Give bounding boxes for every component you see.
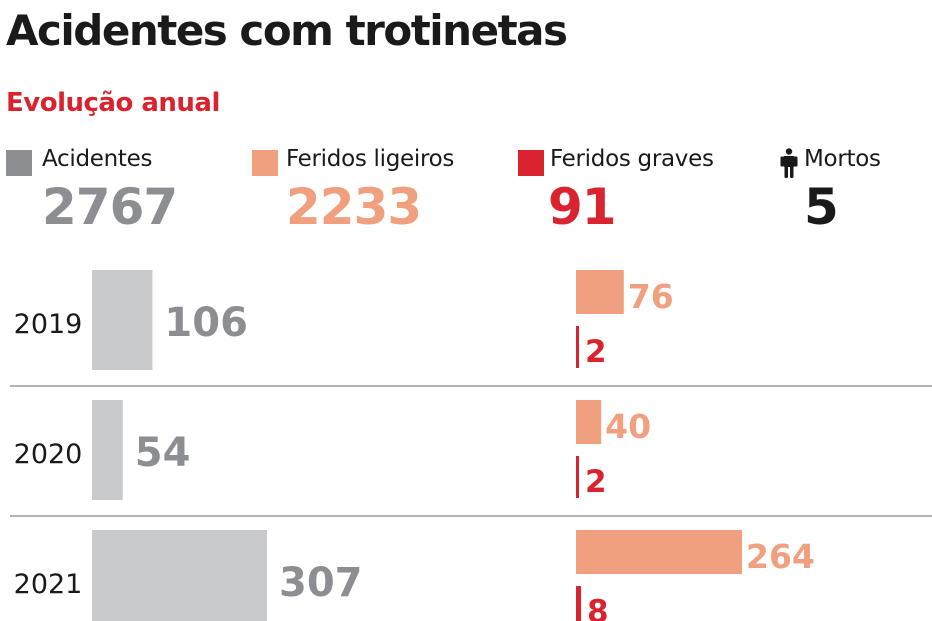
accidents-value-label: 106: [164, 300, 248, 346]
light-injuries-value-label: 264: [746, 537, 815, 576]
light-injuries-value-label: 40: [605, 407, 651, 446]
light-injuries-value-label: 76: [628, 277, 674, 316]
accidents-bar: [92, 530, 267, 621]
serious-injuries-bar: [576, 456, 579, 498]
serious-injuries-swatch-icon: [518, 150, 544, 176]
total-serious-injuries: 91: [548, 178, 617, 236]
light-injuries-bar: [576, 530, 742, 574]
serious-injuries-value-label: 8: [587, 594, 609, 621]
serious-injuries-bar: [576, 326, 579, 368]
serious-injuries-bar: [576, 586, 582, 621]
accidents-value-label: 54: [135, 430, 191, 476]
light-injuries-bar: [576, 270, 624, 314]
total-light-injuries: 2233: [286, 178, 422, 236]
year-label: 2019: [14, 309, 83, 340]
accidents-value-label: 307: [279, 560, 363, 606]
chart-title: Acidentes com trotinetas: [6, 6, 568, 55]
accidents-bar: [92, 400, 123, 500]
serious-injuries-value-label: 2: [585, 464, 607, 500]
legend-label-accidents: Acidentes: [42, 146, 153, 172]
accidents-swatch-icon: [6, 150, 32, 176]
person-icon: [780, 148, 798, 178]
legend-label-serious-injuries: Feridos graves: [550, 146, 714, 172]
legend-label-deaths: Mortos: [804, 146, 881, 172]
legend-label-light-injuries: Feridos ligeiros: [286, 146, 455, 172]
year-label: 2020: [14, 439, 83, 470]
serious-injuries-value-label: 2: [585, 334, 607, 370]
light-injuries-swatch-icon: [252, 150, 278, 176]
chart-subtitle: Evolução anual: [6, 88, 220, 118]
year-label: 2021: [14, 569, 83, 600]
total-accidents: 2767: [42, 178, 178, 236]
accidents-bar: [92, 270, 153, 370]
light-injuries-bar: [576, 400, 602, 444]
total-deaths: 5: [804, 178, 839, 236]
